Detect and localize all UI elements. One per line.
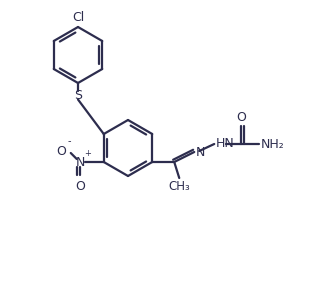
Text: O: O	[75, 180, 85, 193]
Text: HN: HN	[216, 136, 235, 149]
Text: S: S	[74, 89, 82, 102]
Text: N: N	[76, 155, 86, 168]
Text: O: O	[236, 111, 246, 124]
Text: +: +	[84, 149, 91, 158]
Text: NH₂: NH₂	[261, 138, 285, 150]
Text: N: N	[196, 146, 206, 158]
Text: -: -	[68, 136, 71, 146]
Text: O: O	[56, 144, 66, 157]
Text: CH₃: CH₃	[168, 180, 190, 193]
Text: Cl: Cl	[72, 11, 84, 24]
